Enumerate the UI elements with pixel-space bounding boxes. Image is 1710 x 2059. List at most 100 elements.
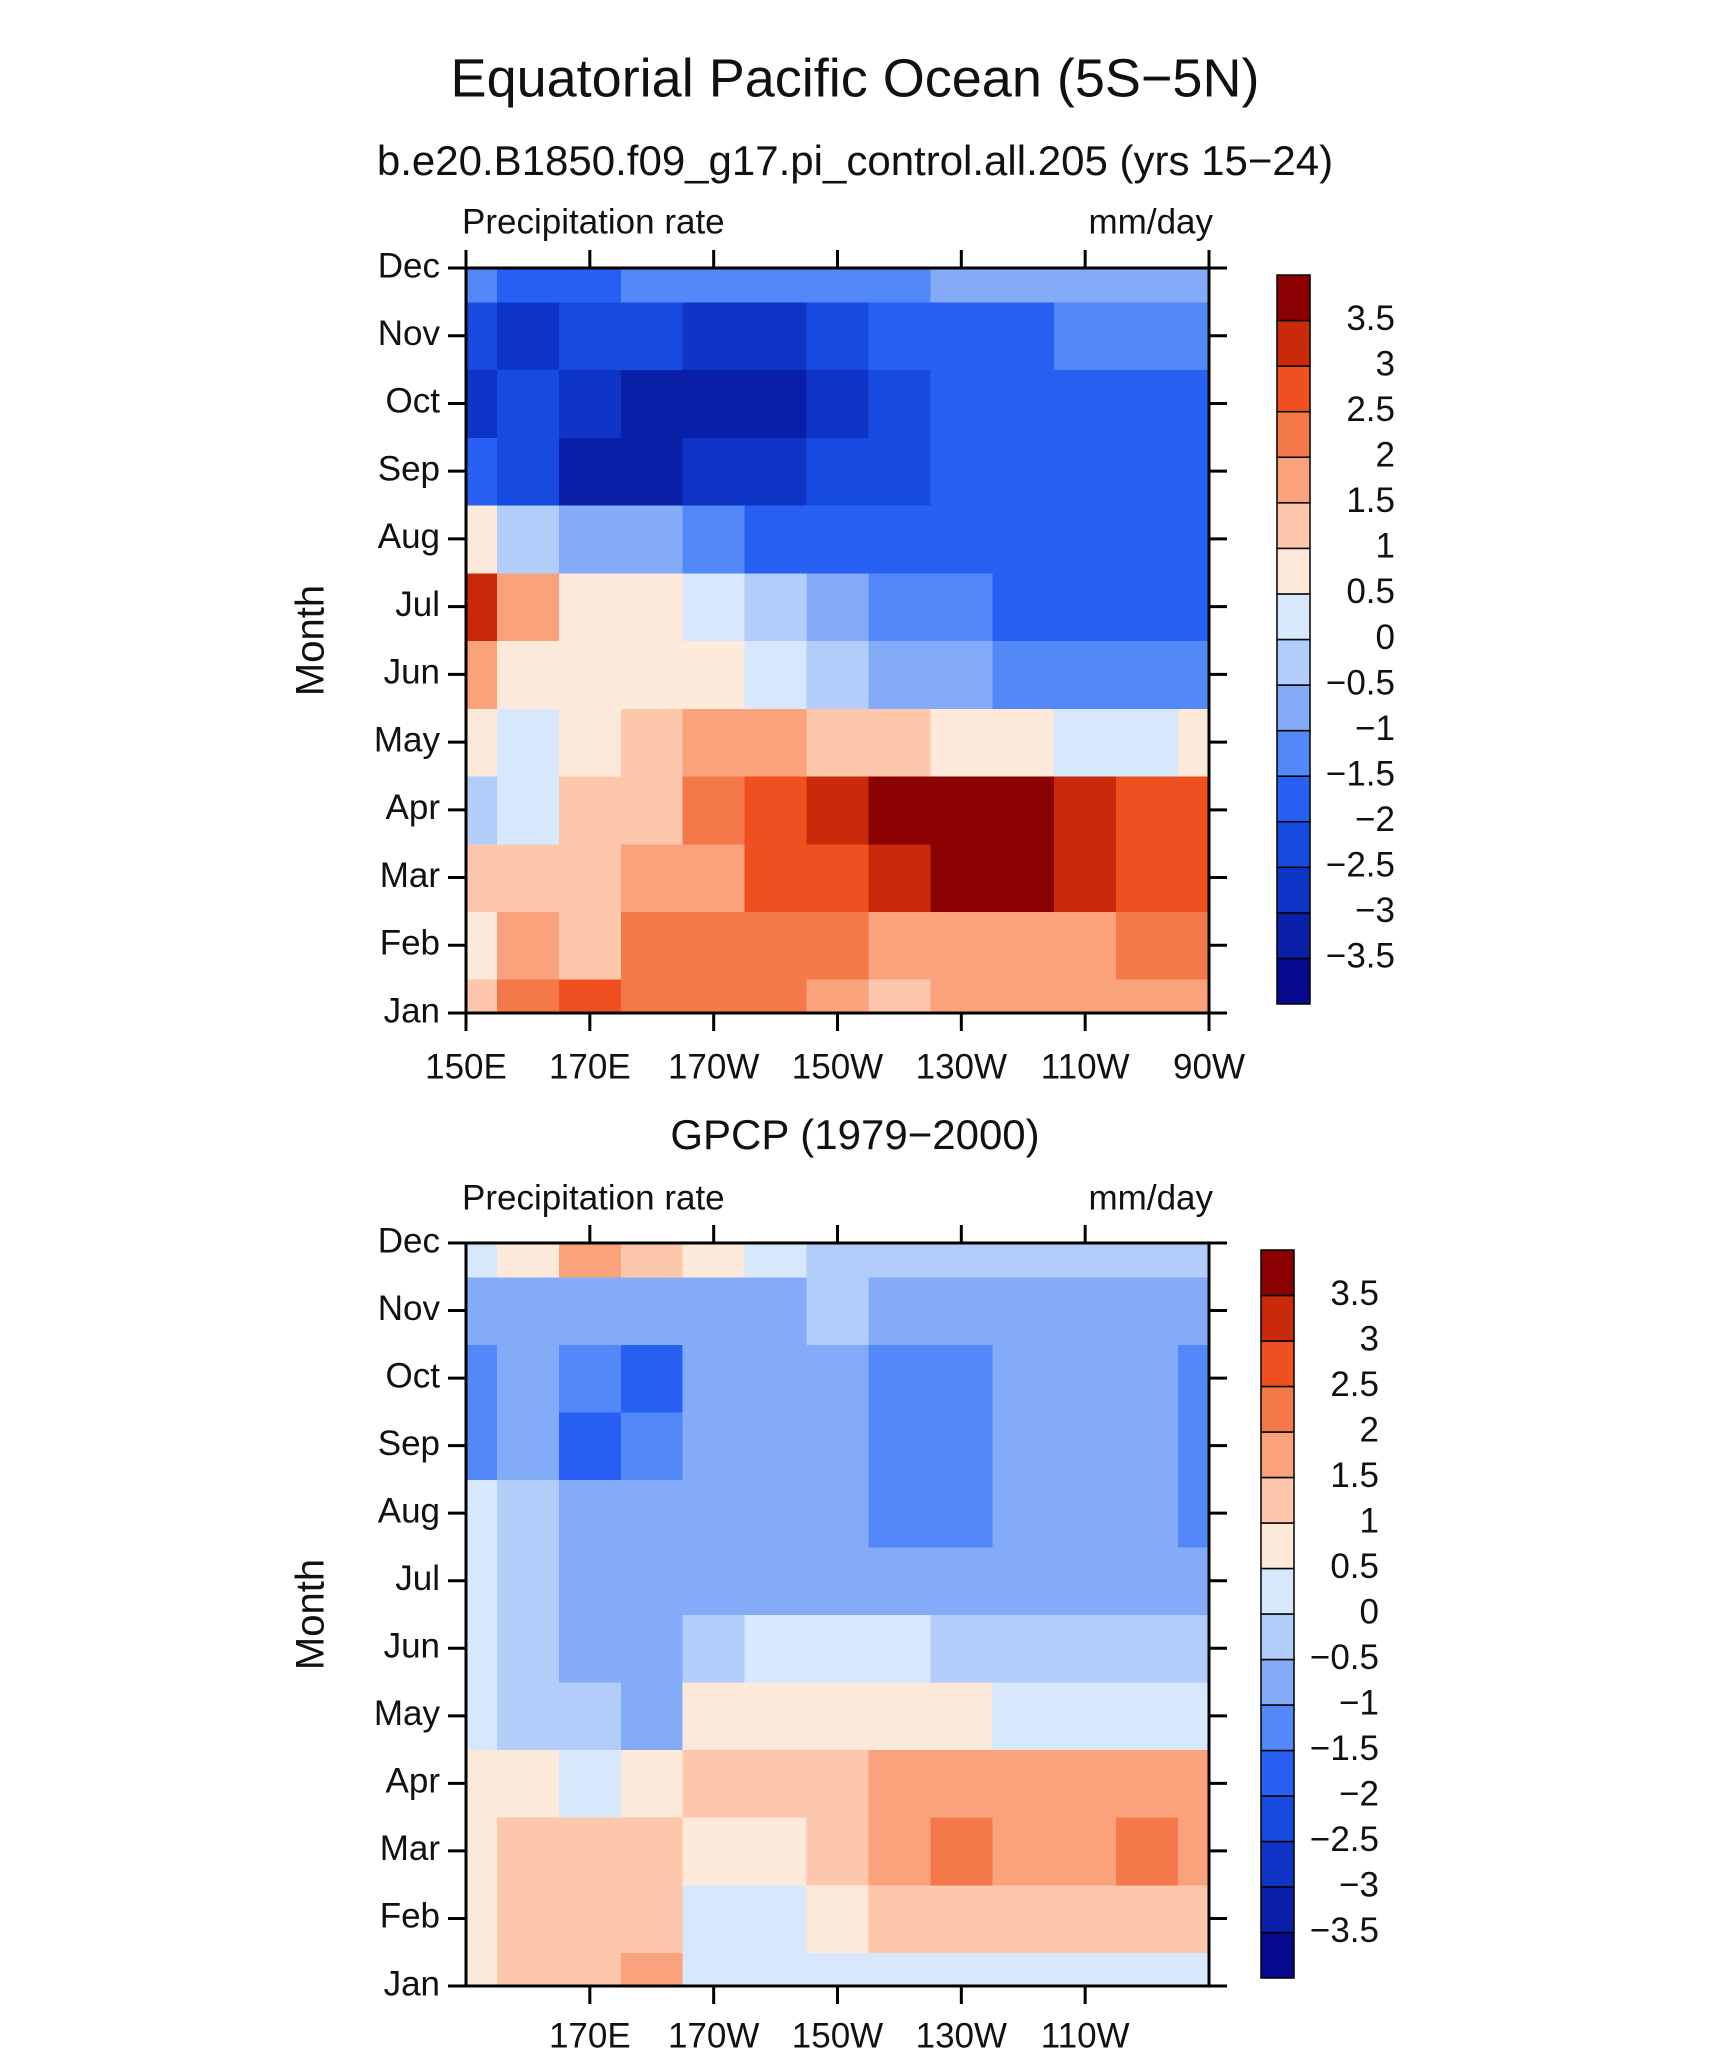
- cell: [806, 911, 870, 980]
- cell: [1116, 1884, 1179, 1953]
- cell: [806, 1952, 870, 1986]
- cell: [558, 1411, 622, 1481]
- colorbar-box: [1260, 1385, 1295, 1433]
- cell: [682, 1243, 746, 1278]
- colorbar-box: [1276, 365, 1311, 413]
- cell: [466, 505, 498, 574]
- cell: [1054, 1884, 1117, 1953]
- cell: [992, 911, 1055, 980]
- cell: [496, 1411, 560, 1481]
- cell: [558, 708, 622, 777]
- colorbar-box: [1276, 821, 1311, 869]
- cell: [1116, 1817, 1179, 1886]
- cell: [930, 843, 993, 913]
- cell: [992, 775, 1055, 845]
- cell: [1054, 843, 1117, 913]
- cell: [1116, 1479, 1179, 1548]
- colorbar-box: [1260, 1704, 1295, 1752]
- cell: [682, 437, 746, 506]
- x-tick-label: 150E: [425, 1047, 507, 1086]
- cell: [868, 505, 931, 574]
- cell: [930, 979, 993, 1013]
- cell: [682, 979, 746, 1013]
- cell: [806, 268, 870, 303]
- cell: [496, 268, 560, 303]
- x-tick-label: 110W: [1041, 2016, 1130, 2055]
- cell: [806, 437, 870, 506]
- cell: [682, 1817, 746, 1886]
- cell: [1054, 1817, 1117, 1886]
- cell: [620, 1817, 684, 1886]
- cell: [744, 1344, 808, 1413]
- cell: [930, 1344, 993, 1413]
- cell: [1178, 1749, 1209, 1818]
- cell: [992, 1344, 1055, 1413]
- cell: [992, 369, 1055, 438]
- cell: [930, 1884, 993, 1953]
- colorbar-label: 3.5: [1346, 299, 1395, 338]
- cell: [1178, 437, 1209, 506]
- colorbar-box: [1276, 957, 1311, 1005]
- colorbar-label: −0.5: [1326, 663, 1395, 702]
- cell: [868, 1749, 931, 1818]
- cell: [744, 1749, 808, 1818]
- colorbar-box: [1276, 775, 1311, 823]
- cell: [744, 775, 808, 845]
- cell: [744, 437, 808, 506]
- cell: [466, 437, 498, 506]
- cell: [496, 640, 560, 709]
- cell: [992, 437, 1055, 506]
- x-tick-label: 110W: [1041, 1047, 1130, 1086]
- cell: [1178, 911, 1209, 980]
- x-tick-label: 150W: [792, 1047, 883, 1086]
- cell: [868, 1884, 931, 1953]
- colorbar-label: −3: [1339, 1865, 1379, 1904]
- colorbar-label: −2.5: [1310, 1820, 1379, 1859]
- cell: [992, 1614, 1055, 1683]
- cell: [620, 301, 684, 371]
- cell: [744, 505, 808, 574]
- cell: [744, 1682, 808, 1751]
- cell: [1178, 1614, 1209, 1683]
- cell: [806, 843, 870, 913]
- y-tick-label: Feb: [380, 924, 440, 963]
- cell: [466, 369, 498, 438]
- cell: [744, 1817, 808, 1886]
- cell: [558, 437, 622, 506]
- cell: [930, 1952, 993, 1986]
- cell: [1054, 268, 1117, 303]
- cell: [868, 572, 931, 642]
- y-tick-label: Jun: [384, 1627, 440, 1666]
- x-tick-label: 170W: [668, 1047, 759, 1086]
- cell: [620, 369, 684, 438]
- cell: [806, 708, 870, 777]
- y-tick-label: Nov: [378, 1289, 441, 1328]
- cell: [620, 1276, 684, 1345]
- cell: [868, 301, 931, 371]
- colorbar-box: [1260, 1476, 1295, 1524]
- cell: [744, 979, 808, 1013]
- cell: [1116, 911, 1179, 980]
- cell: [992, 1884, 1055, 1953]
- colorbar-label: 3: [1360, 1319, 1379, 1358]
- cell: [806, 1817, 870, 1886]
- colorbar-label: 1.5: [1346, 481, 1395, 520]
- cell: [806, 572, 870, 642]
- y-tick-label: Oct: [386, 382, 441, 421]
- colorbar-box: [1260, 1340, 1295, 1388]
- cell: [930, 301, 993, 371]
- colorbar-label: 2: [1376, 436, 1395, 475]
- cell: [466, 1479, 498, 1548]
- x-tick-label: 170E: [549, 1047, 631, 1086]
- cell: [466, 1411, 498, 1481]
- cell: [558, 1952, 622, 1986]
- colorbar-label: 0: [1376, 618, 1395, 657]
- cell: [744, 268, 808, 303]
- y-tick-label: Aug: [378, 1491, 440, 1530]
- right-label: mm/day: [1089, 202, 1214, 241]
- cell: [620, 1749, 684, 1818]
- cell: [992, 1411, 1055, 1481]
- cell: [744, 843, 808, 913]
- cell: [620, 979, 684, 1013]
